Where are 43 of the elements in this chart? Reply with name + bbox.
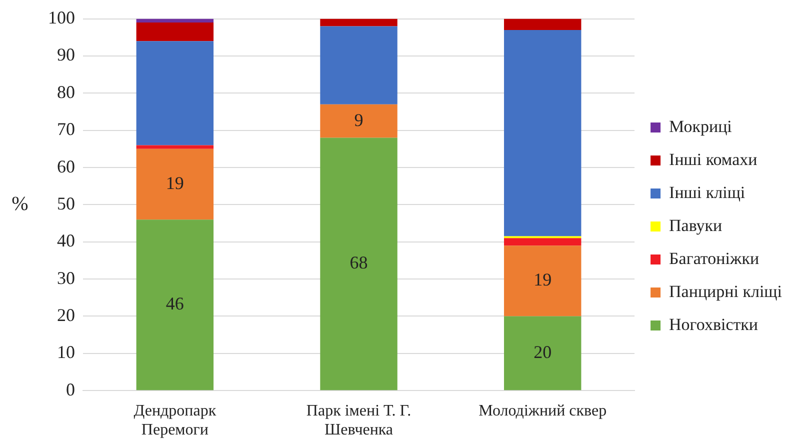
bar (504, 316, 582, 390)
legend-label: Ногохвістки (669, 314, 758, 334)
x-tick-label: Парк імені Т. Г. Шевченка (306, 402, 412, 439)
legend-label: Мокриці (669, 116, 732, 136)
y-axis-title: % (12, 192, 28, 215)
legend-label: Інші комахи (669, 150, 758, 169)
y-tick-label: 80 (57, 82, 75, 102)
legend-label: Інші кліщі (669, 182, 746, 202)
y-tick-label: 70 (57, 119, 75, 140)
y-tick-label: 0 (66, 379, 75, 400)
bar (136, 148, 214, 220)
data-label: 20 (534, 342, 552, 362)
bar (320, 138, 398, 390)
bar (504, 30, 582, 236)
y-tick-label: 10 (57, 342, 75, 362)
bar (320, 104, 398, 138)
bar (136, 145, 214, 149)
x-tick-label: Молодіжний сквер (478, 402, 607, 420)
legend-label: Багатоніжки (669, 248, 760, 268)
bar (320, 18, 398, 26)
data-label: 46 (166, 294, 184, 314)
bar (136, 220, 214, 390)
data-label: 9 (354, 110, 364, 130)
data-label: 19 (166, 172, 184, 193)
y-tick-label: 40 (57, 230, 75, 251)
legend-label: Панцирні кліщі (669, 282, 782, 301)
y-tick-label: 20 (57, 304, 75, 325)
bar (136, 41, 214, 146)
bar (136, 18, 214, 23)
y-tick-label: 100 (48, 8, 75, 28)
bar (504, 246, 582, 316)
data-label: 68 (350, 252, 368, 273)
y-tick-label: 90 (57, 44, 75, 65)
bar (136, 22, 214, 42)
bar (320, 26, 398, 104)
data-label: 19 (534, 270, 552, 290)
legend-label: Павуки (669, 216, 722, 235)
x-tick-label: Дендропарк Перемоги (134, 402, 216, 439)
y-tick-label: 30 (57, 268, 75, 288)
y-tick-label: 60 (57, 156, 75, 176)
bar (504, 18, 582, 30)
y-tick-label: 50 (57, 193, 75, 214)
bar (504, 238, 582, 246)
